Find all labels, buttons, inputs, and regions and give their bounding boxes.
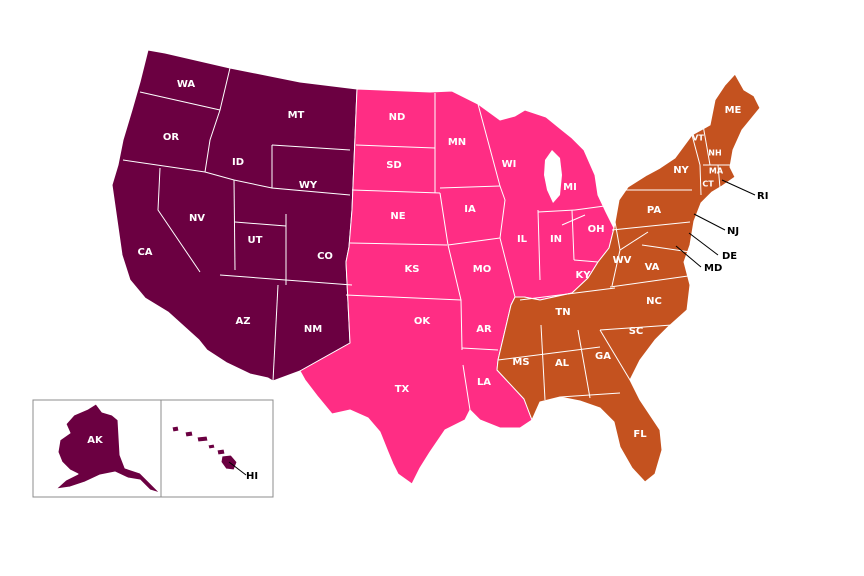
label-mt: MT [288, 110, 305, 121]
label-ma: MA [709, 167, 724, 176]
label-ms: MS [512, 357, 529, 368]
label-ks: KS [405, 264, 420, 275]
leader-lines [228, 179, 756, 476]
label-me: ME [725, 105, 742, 116]
label-in: IN [550, 234, 562, 245]
label-ar: AR [476, 324, 492, 335]
label-ok: OK [414, 316, 432, 327]
label-mo: MO [473, 264, 491, 275]
label-nm: NM [304, 324, 322, 335]
label-vt: VT [692, 134, 704, 143]
label-tn: TN [555, 307, 570, 318]
callout-labels: RI NJ DE MD HI [246, 191, 768, 482]
hawaii-inset-frame [160, 399, 274, 498]
label-wa: WA [177, 79, 196, 90]
label-nj: NJ [727, 226, 739, 237]
label-id: ID [232, 157, 244, 168]
state-labels: WA OR CA ID NV MT WY UT CO AZ NM ND SD N… [87, 79, 741, 446]
label-ct: CT [702, 180, 714, 189]
label-wi: WI [502, 159, 517, 170]
label-oh: OH [588, 224, 605, 235]
label-wy: WY [299, 180, 318, 191]
label-tx: TX [395, 384, 410, 395]
label-co: CO [317, 251, 333, 262]
label-ca: CA [137, 247, 152, 258]
label-ky: KY [576, 270, 592, 281]
label-fl: FL [633, 429, 647, 440]
lake-michigan [544, 150, 562, 203]
label-ny: NY [673, 165, 689, 176]
label-nd: ND [389, 112, 406, 123]
label-sc: SC [629, 326, 644, 337]
label-hi: HI [246, 471, 258, 482]
label-ia: IA [464, 204, 476, 215]
region-hawaii [171, 425, 238, 471]
label-mn: MN [448, 137, 466, 148]
label-va: VA [645, 262, 660, 273]
label-mi: MI [563, 182, 577, 193]
label-az: AZ [236, 316, 251, 327]
label-nh: NH [708, 149, 721, 158]
label-il: IL [517, 234, 528, 245]
label-de: DE [722, 251, 737, 262]
label-md: MD [704, 263, 722, 274]
label-nc: NC [646, 296, 662, 307]
label-nv: NV [189, 213, 205, 224]
label-ut: UT [248, 235, 263, 246]
label-or: OR [163, 132, 180, 143]
label-ga: GA [595, 351, 611, 362]
region-alaska [55, 403, 161, 494]
label-wv: WV [613, 255, 632, 266]
label-la: LA [477, 377, 491, 388]
label-sd: SD [386, 160, 402, 171]
state-borders [122, 67, 735, 411]
label-pa: PA [647, 205, 661, 216]
label-ne: NE [390, 211, 405, 222]
label-al: AL [555, 358, 570, 369]
label-ri: RI [757, 191, 768, 202]
label-ak: AK [87, 435, 104, 446]
